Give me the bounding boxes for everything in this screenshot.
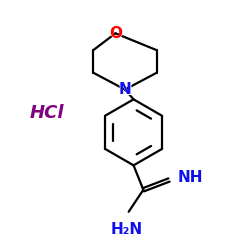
Text: O: O — [108, 24, 123, 42]
Text: NH: NH — [178, 168, 208, 186]
Text: N: N — [118, 80, 132, 98]
Text: HCl: HCl — [30, 104, 64, 122]
Text: H₂N: H₂N — [110, 222, 142, 236]
Text: NH: NH — [178, 170, 203, 185]
Text: H₂N: H₂N — [107, 222, 145, 240]
Text: N: N — [119, 82, 132, 97]
Text: O: O — [109, 26, 122, 41]
